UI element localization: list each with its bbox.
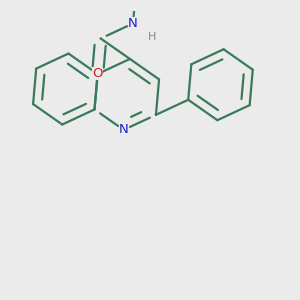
- Text: O: O: [92, 68, 103, 80]
- Text: N: N: [119, 123, 129, 136]
- Text: H: H: [148, 32, 156, 42]
- Text: N: N: [128, 17, 138, 30]
